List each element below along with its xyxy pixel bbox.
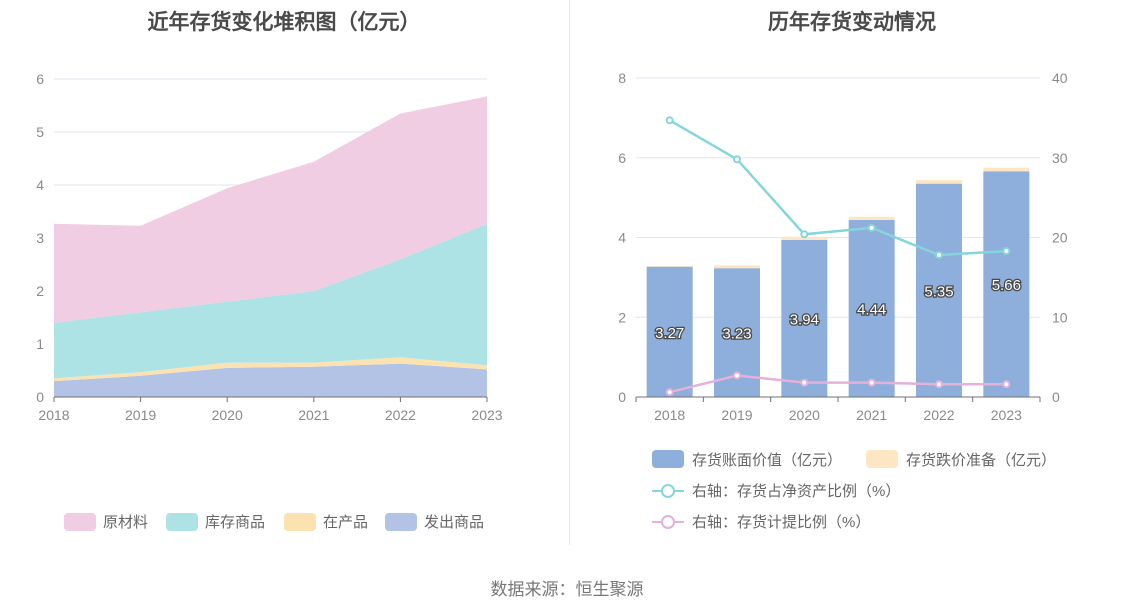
left-legend-label: 在产品 [323, 514, 368, 531]
impairment-bar [916, 180, 962, 184]
right-y-tick-label: 2 [618, 309, 626, 325]
book-value-bar [848, 219, 895, 397]
bar-value-label: 3.23 [722, 326, 751, 343]
net-asset-ratio-point [733, 155, 741, 164]
bar-value-label: 3.27 [655, 325, 684, 342]
net-asset-ratio-line [669, 119, 1007, 257]
right-y-tick-label: 0 [618, 389, 626, 405]
right-y-tick-label: 6 [618, 150, 626, 166]
legend-label-net-asset-ratio: 右轴：存货占净资产比例（%） [692, 483, 900, 500]
right-y2-tick-label: 0 [1052, 389, 1060, 405]
left-y-tick-label: 5 [36, 124, 44, 140]
impairment-bar [983, 167, 1030, 172]
legend-label-impairment: 存货跌价准备（亿元） [906, 452, 1056, 469]
provision-ratio-point [800, 378, 809, 387]
right-y-tick-label: 8 [618, 70, 626, 86]
bar-value-label: 5.66 [992, 277, 1021, 294]
legend-swatch-impairment [866, 450, 898, 468]
inventory-stacked-area-chart: 近年存货变化堆积图（亿元） 0 1 2 3 4 5 6 2018 2019 2020 2021 202… [0, 0, 568, 545]
provision-ratio-point [935, 380, 943, 389]
legend-label-book-value: 存货账面价值（亿元） [692, 452, 842, 469]
left-legend-label: 原材料 [103, 514, 148, 531]
left-x-tick-label: 2022 [385, 407, 416, 423]
left-x-tick-label: 2023 [471, 407, 502, 423]
left-legend-label: 发出商品 [424, 514, 484, 531]
inventory-change-bar-chart: 历年存货变动情况 0 2 4 6 8 0 10 20 30 40 2018 2019 2020 2021 2… [570, 0, 1134, 545]
net-asset-ratio-point [867, 223, 876, 232]
legend-swatch-book-value [652, 450, 684, 468]
provision-ratio-point [665, 388, 674, 397]
right-x-tick-label: 2023 [991, 407, 1022, 423]
net-asset-ratio-point [665, 116, 674, 125]
left-x-tick-label: 2018 [38, 407, 69, 423]
impairment-bar [848, 216, 895, 220]
left-x-tick-label: 2021 [298, 407, 329, 423]
net-asset-ratio-point [935, 251, 943, 260]
right-chart-canvas: 0 2 4 6 8 0 10 20 30 40 2018 2019 2020 2021 2022 2023 3.… [618, 70, 1068, 531]
bar-value-label: 5.35 [924, 283, 953, 300]
area-series-3 [54, 96, 487, 323]
left-legend-label: 库存商品 [205, 514, 265, 531]
provision-ratio-line [669, 374, 1007, 394]
provision-ratio-point [1002, 380, 1011, 389]
left-y-tick-label: 2 [36, 283, 44, 299]
book-value-bar [646, 266, 693, 397]
right-y2-tick-label: 30 [1052, 150, 1068, 166]
area-series-0 [54, 363, 487, 397]
panel-divider [569, 0, 570, 545]
bar-value-label: 4.44 [857, 301, 886, 318]
right-y-tick-label: 4 [618, 230, 626, 246]
right-chart-title: 历年存货变动情况 [768, 11, 936, 34]
impairment-bar [646, 266, 693, 267]
right-x-tick-label: 2018 [654, 407, 685, 423]
area-series-2 [54, 223, 487, 379]
net-asset-ratio-point [1002, 247, 1011, 256]
book-value-bar [781, 239, 828, 397]
left-y-tick-label: 3 [36, 230, 44, 246]
data-source: 数据来源：恒生聚源 [490, 580, 644, 599]
net-asset-ratio-point [800, 230, 809, 239]
right-y2-tick-label: 20 [1052, 230, 1068, 246]
left-chart-title: 近年存货变化堆积图（亿元） [147, 11, 421, 34]
legend-marker-provision-ratio [661, 515, 675, 529]
provision-ratio-point [733, 371, 741, 380]
left-y-tick-label: 0 [36, 389, 44, 405]
right-x-tick-label: 2022 [923, 407, 954, 423]
legend-label-provision-ratio: 右轴：存货计提比例（%） [692, 514, 870, 531]
book-value-bar [916, 183, 962, 397]
impairment-bar [714, 265, 760, 269]
left-y-tick-label: 1 [36, 336, 44, 352]
right-x-tick-label: 2021 [856, 407, 887, 423]
right-x-tick-label: 2020 [789, 407, 820, 423]
area-series-1 [54, 357, 487, 382]
provision-ratio-point [867, 378, 876, 387]
left-legend-swatch [284, 513, 316, 531]
right-y2-tick-label: 10 [1052, 309, 1068, 325]
book-value-bar [983, 171, 1030, 397]
legend-marker-net-asset-ratio [661, 484, 675, 498]
left-x-tick-label: 2019 [125, 407, 156, 423]
left-y-tick-label: 4 [36, 177, 44, 193]
left-legend-swatch [166, 513, 198, 531]
left-chart-canvas: 0 1 2 3 4 5 6 2018 2019 2020 2021 2022 2023 原材料 库存商品 在产… [36, 71, 503, 531]
left-legend-swatch [385, 513, 417, 531]
bar-value-label: 3.94 [790, 311, 819, 328]
left-y-tick-label: 6 [36, 71, 44, 87]
right-y2-tick-label: 40 [1052, 70, 1068, 86]
right-x-tick-label: 2019 [721, 407, 752, 423]
left-x-tick-label: 2020 [212, 407, 243, 423]
left-legend-swatch [64, 513, 96, 531]
